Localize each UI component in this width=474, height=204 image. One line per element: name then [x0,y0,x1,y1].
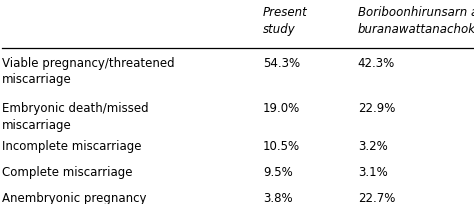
Text: Boriboonhirunsarn and
buranawattanachoke⁸: Boriboonhirunsarn and buranawattanachoke… [358,6,474,36]
Text: Incomplete miscarriage: Incomplete miscarriage [2,140,142,153]
Text: 3.2%: 3.2% [358,140,388,153]
Text: 3.8%: 3.8% [263,191,293,204]
Text: 22.7%: 22.7% [358,191,395,204]
Text: Embryonic death/missed
miscarriage: Embryonic death/missed miscarriage [2,102,149,131]
Text: 22.9%: 22.9% [358,102,395,115]
Text: 10.5%: 10.5% [263,140,300,153]
Text: Viable pregnancy/threatened
miscarriage: Viable pregnancy/threatened miscarriage [2,57,175,86]
Text: 9.5%: 9.5% [263,165,293,178]
Text: Anembryonic pregnancy: Anembryonic pregnancy [2,191,147,204]
Text: Present
study: Present study [263,6,308,36]
Text: Complete miscarriage: Complete miscarriage [2,165,133,178]
Text: 42.3%: 42.3% [358,57,395,70]
Text: 19.0%: 19.0% [263,102,301,115]
Text: 3.1%: 3.1% [358,165,388,178]
Text: 54.3%: 54.3% [263,57,300,70]
